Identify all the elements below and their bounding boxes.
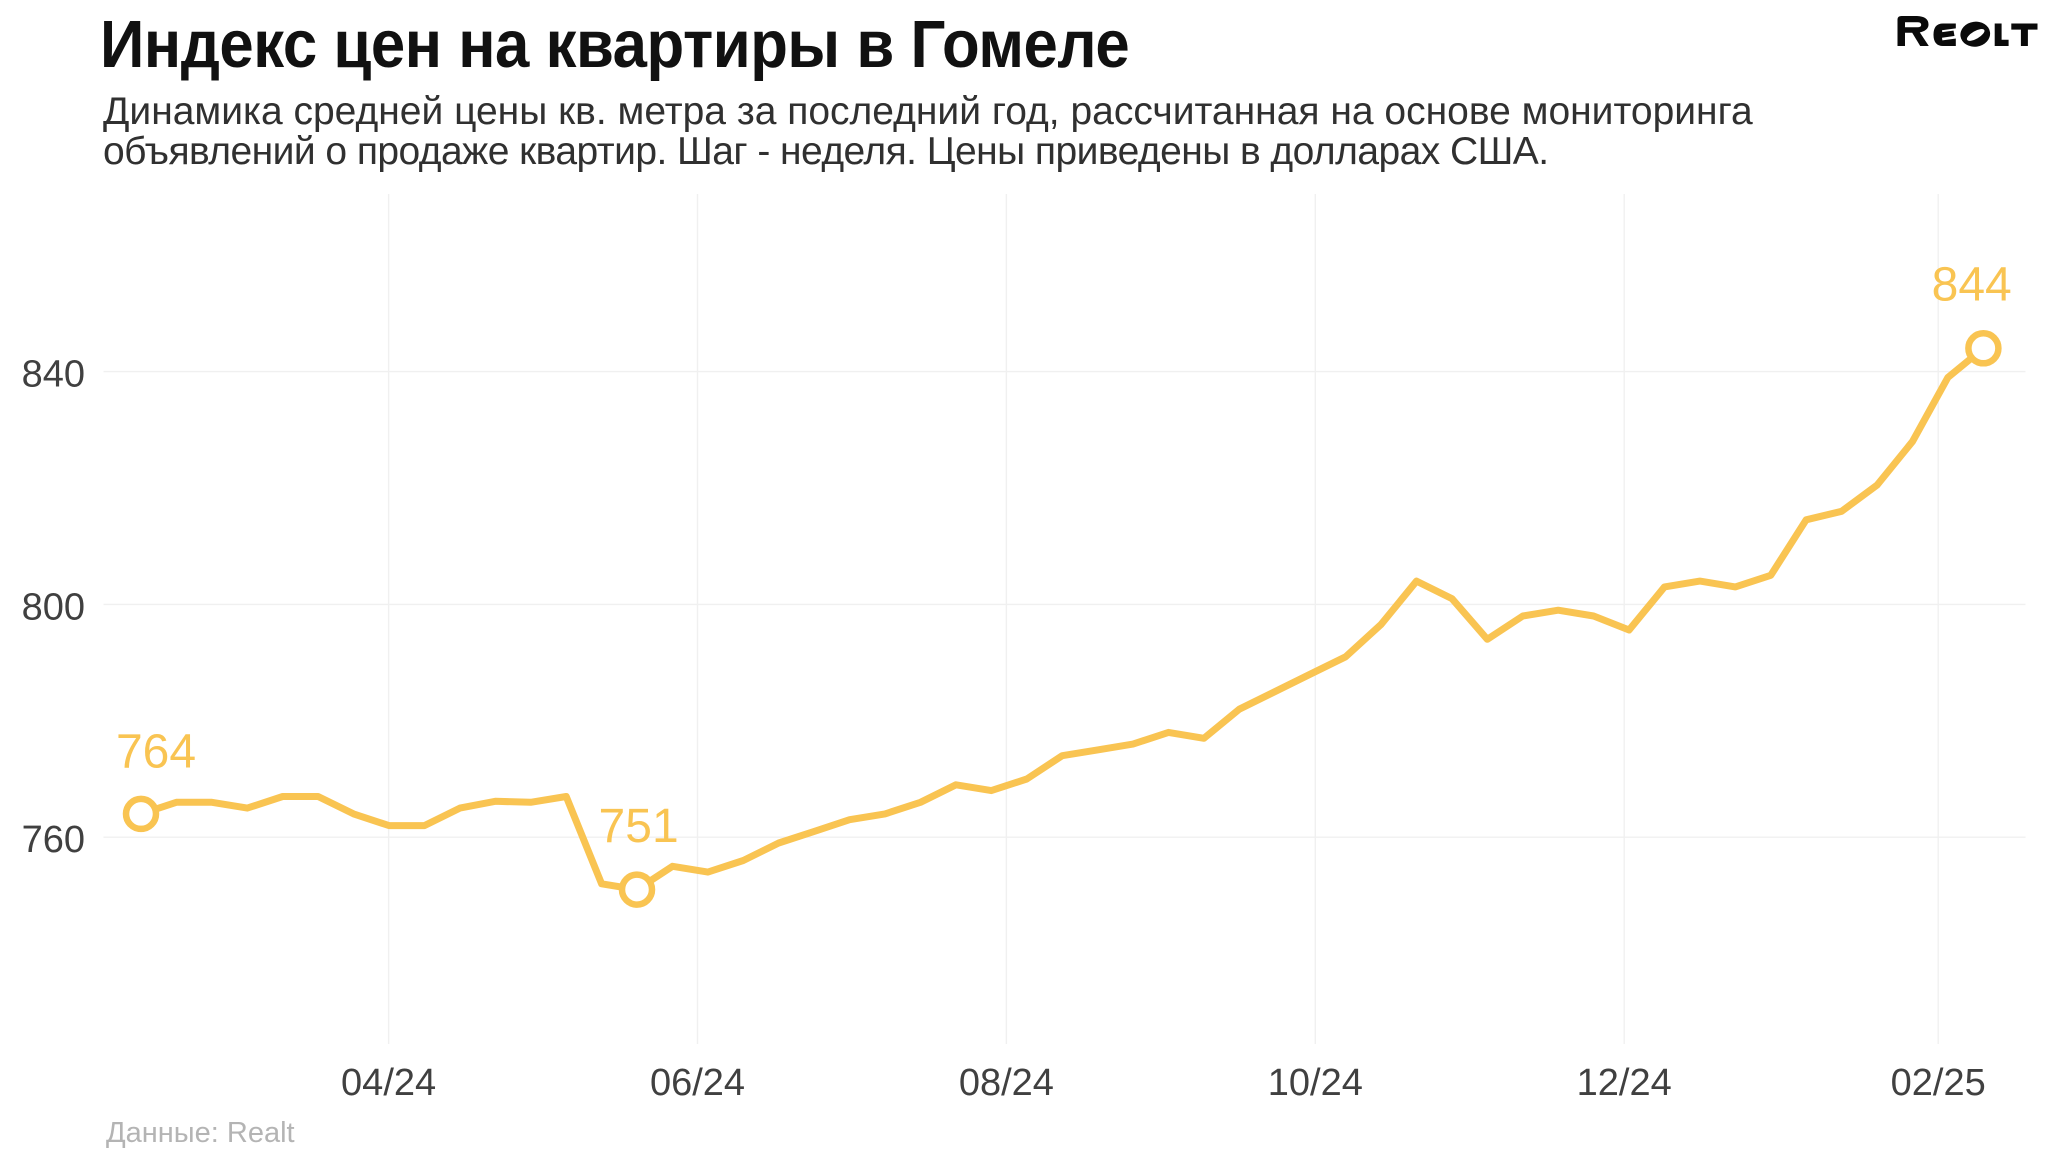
svg-text:02/25: 02/25 (1891, 1062, 1986, 1104)
svg-text:08/24: 08/24 (959, 1062, 1054, 1104)
svg-text:10/24: 10/24 (1268, 1062, 1363, 1104)
svg-text:800: 800 (22, 586, 85, 628)
svg-text:751: 751 (599, 800, 679, 853)
svg-text:760: 760 (22, 819, 85, 861)
svg-text:840: 840 (22, 354, 85, 396)
svg-text:764: 764 (116, 726, 196, 779)
svg-text:844: 844 (1932, 259, 2012, 312)
svg-text:04/24: 04/24 (341, 1062, 436, 1104)
svg-text:12/24: 12/24 (1577, 1062, 1672, 1104)
svg-text:06/24: 06/24 (650, 1062, 745, 1104)
